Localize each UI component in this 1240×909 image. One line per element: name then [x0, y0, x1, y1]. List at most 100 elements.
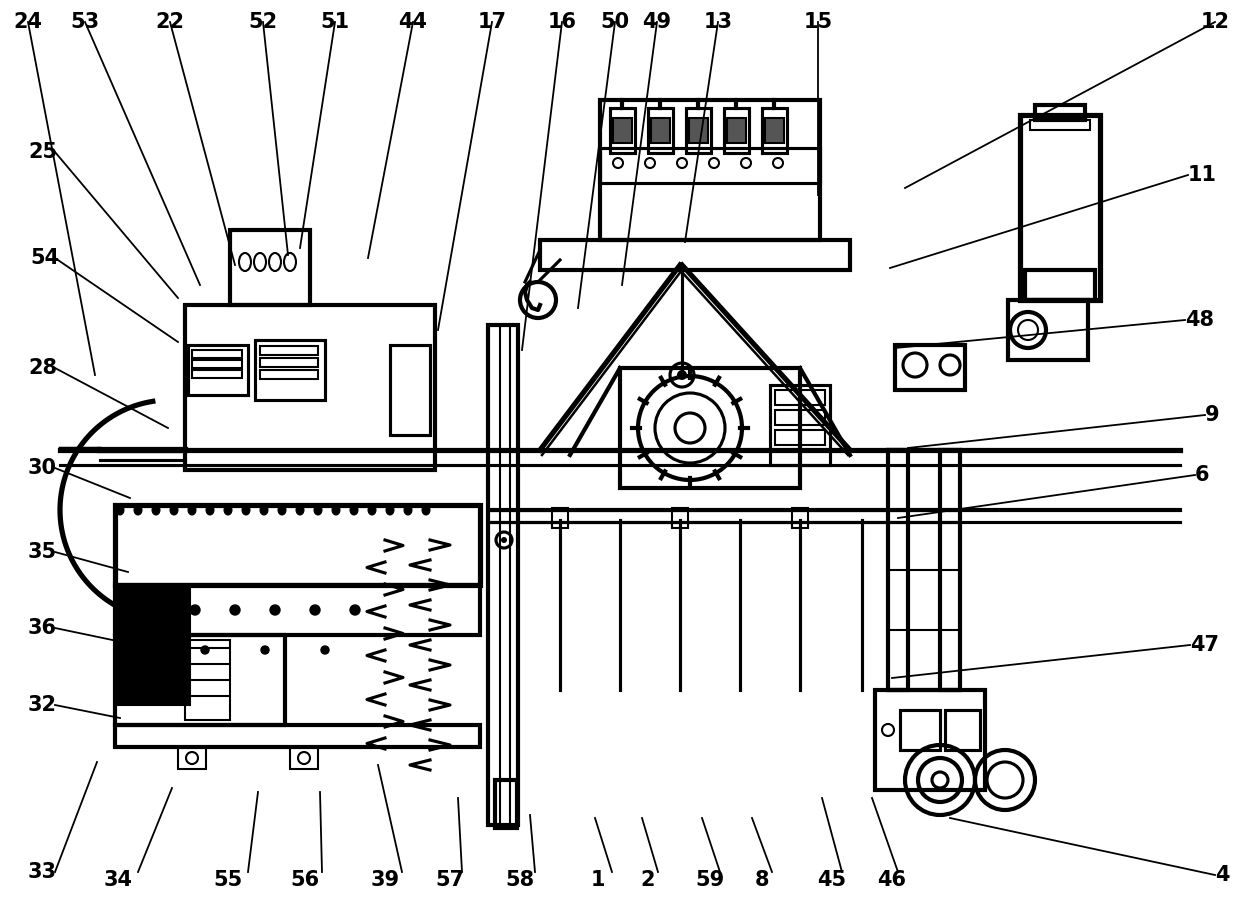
- Bar: [895, 345, 965, 390]
- Text: 9: 9: [1205, 405, 1220, 425]
- Bar: [1025, 270, 1095, 300]
- Bar: [185, 305, 435, 470]
- Circle shape: [229, 605, 241, 615]
- Text: 16: 16: [548, 12, 577, 32]
- Text: 59: 59: [696, 870, 724, 890]
- Text: 50: 50: [600, 12, 630, 32]
- Bar: [185, 640, 229, 720]
- Text: 55: 55: [213, 870, 243, 890]
- Text: 57: 57: [435, 870, 465, 890]
- Text: 48: 48: [1185, 310, 1214, 330]
- Text: 33: 33: [29, 862, 57, 882]
- Text: 34: 34: [103, 870, 133, 890]
- Bar: [179, 747, 206, 769]
- Text: 28: 28: [29, 358, 57, 378]
- Circle shape: [501, 537, 507, 543]
- Ellipse shape: [134, 505, 143, 515]
- Text: 53: 53: [71, 12, 99, 32]
- Bar: [260, 346, 317, 355]
- Bar: [770, 385, 830, 465]
- Text: 1: 1: [590, 870, 605, 890]
- Ellipse shape: [260, 505, 268, 515]
- Bar: [290, 747, 317, 769]
- Bar: [495, 780, 517, 828]
- Circle shape: [350, 605, 360, 615]
- Text: 58: 58: [506, 870, 534, 890]
- Text: 47: 47: [1190, 635, 1219, 655]
- Bar: [115, 635, 285, 725]
- Bar: [792, 508, 808, 528]
- Circle shape: [190, 605, 200, 615]
- Ellipse shape: [368, 505, 376, 515]
- Text: 46: 46: [878, 870, 906, 890]
- Bar: [192, 370, 242, 378]
- Ellipse shape: [242, 505, 250, 515]
- Text: 17: 17: [477, 12, 506, 32]
- Ellipse shape: [224, 505, 232, 515]
- Bar: [727, 118, 746, 143]
- Text: 15: 15: [804, 12, 832, 32]
- Bar: [600, 100, 820, 240]
- Text: 4: 4: [1215, 865, 1230, 885]
- Bar: [775, 390, 825, 405]
- Text: 54: 54: [30, 248, 60, 268]
- Bar: [391, 345, 430, 435]
- Bar: [875, 690, 985, 790]
- Text: 44: 44: [398, 12, 428, 32]
- Bar: [888, 450, 908, 690]
- Ellipse shape: [206, 505, 215, 515]
- Text: 35: 35: [29, 542, 57, 562]
- Text: 39: 39: [371, 870, 399, 890]
- Bar: [489, 325, 518, 825]
- Circle shape: [270, 605, 280, 615]
- Bar: [1021, 115, 1100, 300]
- Bar: [552, 508, 568, 528]
- Bar: [260, 370, 317, 379]
- Text: 22: 22: [155, 12, 185, 32]
- Circle shape: [677, 370, 687, 380]
- Text: 25: 25: [29, 142, 57, 162]
- Bar: [940, 450, 960, 690]
- Bar: [600, 148, 820, 183]
- Bar: [651, 118, 670, 143]
- Bar: [686, 108, 711, 153]
- Bar: [945, 710, 980, 750]
- Circle shape: [201, 646, 210, 654]
- Text: 32: 32: [29, 695, 57, 715]
- Text: 6: 6: [1195, 465, 1209, 485]
- Bar: [900, 710, 940, 750]
- Bar: [775, 430, 825, 445]
- Ellipse shape: [386, 505, 394, 515]
- Text: 49: 49: [642, 12, 672, 32]
- Ellipse shape: [278, 505, 286, 515]
- Bar: [613, 118, 632, 143]
- Bar: [500, 325, 510, 825]
- Ellipse shape: [314, 505, 322, 515]
- Text: 2: 2: [641, 870, 655, 890]
- Bar: [1030, 120, 1090, 130]
- Bar: [724, 108, 749, 153]
- Ellipse shape: [153, 505, 160, 515]
- Ellipse shape: [117, 505, 124, 515]
- Circle shape: [310, 605, 320, 615]
- Bar: [765, 118, 784, 143]
- Bar: [192, 350, 242, 358]
- Text: 56: 56: [290, 870, 320, 890]
- Ellipse shape: [350, 505, 358, 515]
- Bar: [649, 108, 673, 153]
- Circle shape: [321, 646, 329, 654]
- Ellipse shape: [170, 505, 179, 515]
- Text: 8: 8: [755, 870, 769, 890]
- Text: 45: 45: [817, 870, 847, 890]
- Text: 30: 30: [29, 458, 57, 478]
- Text: 36: 36: [29, 618, 57, 638]
- Bar: [689, 118, 708, 143]
- Bar: [229, 230, 310, 305]
- Circle shape: [260, 646, 269, 654]
- Bar: [775, 410, 825, 425]
- Ellipse shape: [332, 505, 340, 515]
- Ellipse shape: [188, 505, 196, 515]
- Bar: [255, 340, 325, 400]
- Text: 12: 12: [1200, 12, 1230, 32]
- Bar: [1035, 105, 1085, 120]
